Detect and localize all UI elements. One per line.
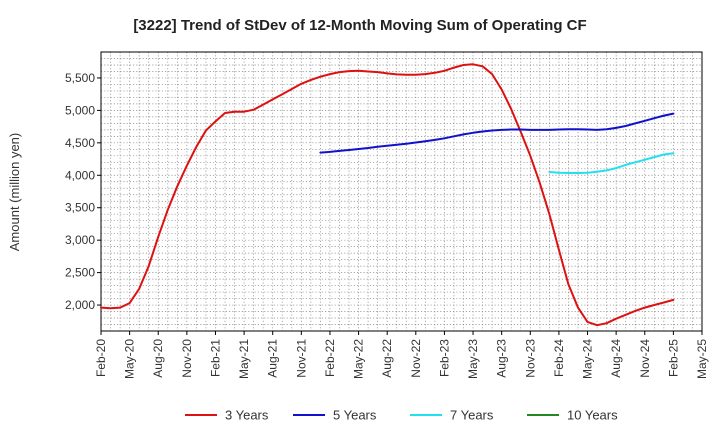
x-tick-label: May-25 (695, 339, 709, 379)
x-tick-label: Aug-22 (380, 339, 394, 378)
legend-label-7-years: 7 Years (450, 408, 494, 423)
legend-label-5-years: 5 Years (333, 408, 377, 423)
y-tick-label: 2,000 (65, 298, 95, 312)
x-tick-label: Aug-23 (495, 339, 509, 378)
x-tick-label: Aug-24 (609, 339, 623, 378)
x-tick-label: May-21 (237, 339, 251, 379)
y-axis-label: Amount (million yen) (7, 133, 22, 252)
x-tick-label: Aug-20 (151, 339, 165, 378)
legend: 3 Years 5 Years 7 Years 10 Years (185, 408, 618, 423)
y-tick-label: 3,000 (65, 233, 95, 247)
series-lines (100, 63, 675, 327)
grid-lines (101, 52, 702, 331)
legend-label-3-years: 3 Years (225, 408, 269, 423)
plot-frame (100, 51, 703, 332)
chart-title: [3222] Trend of StDev of 12-Month Moving… (133, 17, 586, 34)
x-tick-label: Nov-22 (409, 339, 423, 378)
x-tick-label: Feb-25 (666, 339, 680, 377)
x-tick-label: Feb-24 (552, 339, 566, 377)
y-tick-label: 4,000 (65, 168, 95, 182)
x-tick-label: Feb-20 (94, 339, 108, 377)
series-line-5-years (319, 112, 675, 154)
x-tick-label: Feb-22 (323, 339, 337, 377)
x-tick-label: May-22 (352, 339, 366, 379)
x-tick-label: Nov-20 (180, 339, 194, 378)
x-tick-label: Aug-21 (266, 339, 280, 378)
series-line-3-years (100, 63, 675, 327)
x-tick-label: Nov-24 (638, 339, 652, 378)
x-tick-label: Nov-21 (294, 339, 308, 378)
x-axis-ticks: Feb-20 May-20 Aug-20 Nov-20 Feb-21 May-21 Aug-… (94, 331, 709, 379)
x-tick-label: May-24 (581, 339, 595, 379)
x-tick-label: May-20 (123, 339, 137, 379)
series-line-7-years (548, 152, 675, 174)
y-tick-label: 3,500 (65, 201, 95, 215)
y-tick-label: 4,500 (65, 136, 95, 150)
y-tick-label: 5,500 (65, 71, 95, 85)
legend-label-10-years: 10 Years (567, 408, 618, 423)
x-tick-label: Feb-23 (437, 339, 451, 377)
y-axis-ticks: 2,000 2,500 3,000 3,500 4,000 4,500 5,000 5,500 (65, 71, 101, 312)
x-tick-label: Nov-23 (523, 339, 537, 378)
x-tick-label: Feb-21 (208, 339, 222, 377)
y-tick-label: 2,500 (65, 266, 95, 280)
x-tick-label: May-23 (466, 339, 480, 379)
y-tick-label: 5,000 (65, 103, 95, 117)
